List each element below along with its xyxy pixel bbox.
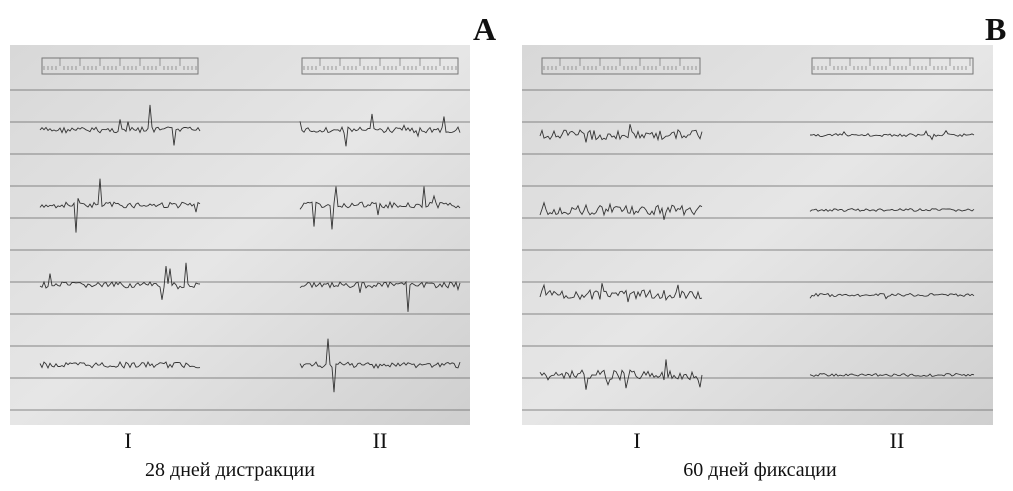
emg-trace [539,283,703,303]
scale-bar [541,57,701,75]
panel-label: B [985,11,1006,47]
emg-traces [10,57,993,411]
emg-trace [299,338,461,393]
emg-trace [539,359,703,390]
emg-trace [39,178,201,233]
emg-trace [809,292,975,300]
caption: 28 дней дистракции [145,459,315,481]
emg-trace [539,124,703,143]
emg-trace [809,373,975,377]
emg-trace [39,104,201,146]
panel-b-background [522,45,993,425]
emg-trace [39,262,201,300]
panel-label: A [473,11,496,47]
emg-trace [39,360,201,369]
scale-bar [811,57,974,75]
panel-a-background [10,45,470,425]
emg-trace [539,201,703,220]
column-label: II [890,428,905,453]
emg-trace [810,129,975,141]
caption: 60 дней фиксации [683,459,837,481]
emg-trace [299,113,461,147]
emg-trace [299,186,461,230]
emg-trace [809,208,975,212]
emg-trace [299,280,461,312]
column-label: I [124,428,131,453]
column-label: I [633,428,640,453]
column-label: II [373,428,388,453]
